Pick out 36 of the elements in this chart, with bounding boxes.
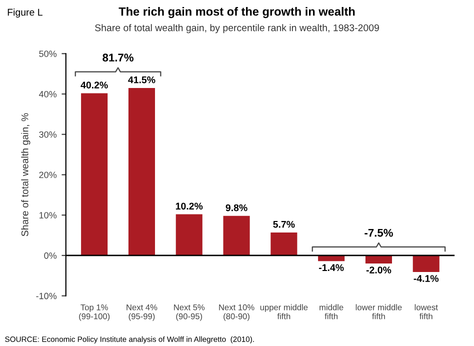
chart-subtitle: Share of total wealth gain, by percentile rank in wealth, 1983-2009 <box>95 24 379 34</box>
bar <box>412 255 440 272</box>
y-tick-label: 30% <box>39 131 57 138</box>
bar <box>270 232 298 256</box>
bar <box>365 255 392 264</box>
data-label: -4.1% <box>414 275 439 282</box>
data-label: 41.5% <box>128 76 156 84</box>
y-tick-label: 50% <box>39 50 57 57</box>
data-label: -2.0% <box>366 266 392 274</box>
y-tick-label: 20% <box>39 172 57 178</box>
y-tick-label: -10% <box>36 292 57 300</box>
x-tick-label: upper middle fifth <box>260 304 308 320</box>
y-tick-label: 0% <box>44 252 57 259</box>
bar <box>81 93 108 256</box>
data-label: -1.4% <box>319 264 344 272</box>
bar <box>128 88 155 256</box>
annotation: -7.5% <box>364 228 393 237</box>
x-tick-label: Top 1% (99-100) <box>79 304 110 321</box>
data-label: 40.2% <box>80 82 108 88</box>
x-tick-label: Next 5% (90-95) <box>174 304 205 321</box>
data-label: 5.7% <box>273 220 295 228</box>
annotation: 81.7% <box>102 54 134 62</box>
text: Figure L <box>8 8 42 18</box>
bar <box>176 214 202 256</box>
y-tick-label: 40% <box>38 90 57 98</box>
x-tick-label: middle fifth <box>320 304 344 320</box>
x-tick-label: Next 4% (95-99) <box>126 304 158 321</box>
x-tick-label: Next 10% (80-90) <box>219 304 254 321</box>
x-tick-label: lowest fifth <box>414 304 438 320</box>
data-label: 10.2% <box>176 202 203 210</box>
y-axis-title: Share of total wealth gain, % <box>21 113 30 236</box>
x-tick-label: lower middle fifth <box>356 304 402 320</box>
data-label: 9.8% <box>226 204 248 212</box>
y-tick-label: 10% <box>39 212 57 218</box>
bar <box>223 216 250 256</box>
chart-title: The rich gain most of the growth in wealth <box>118 7 355 18</box>
